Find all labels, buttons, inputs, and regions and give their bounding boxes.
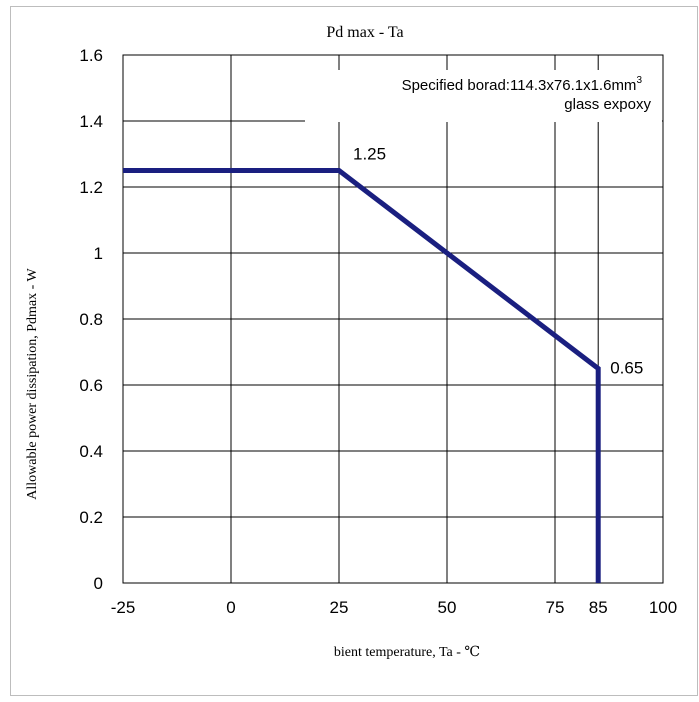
x-tick-label: 50 (438, 598, 457, 617)
y-axis-label: Allowable power dissipation, Pdmax - W (25, 267, 40, 499)
x-tick-label: -25 (111, 598, 136, 617)
y-tick-label: 0.4 (79, 442, 103, 461)
x-tick-label: 85 (589, 598, 608, 617)
x-tick-label: 75 (546, 598, 565, 617)
data-annotations: 1.25 0.65 (353, 145, 643, 378)
x-tick-label: 0 (226, 598, 235, 617)
y-tick-label: 1.2 (79, 178, 103, 197)
chart-title: Pd max - Ta (326, 24, 403, 41)
x-tick-labels: -25 0 25 50 75 85 100 (111, 598, 677, 617)
grid-lines (122, 54, 664, 584)
y-tick-label: 1.6 (79, 46, 103, 65)
board-note-line2: glass expoxy (564, 96, 651, 113)
board-note-line1: Specified borad:114.3x76.1x1.6mm3 (402, 75, 643, 94)
y-tick-label: 0 (94, 574, 103, 593)
board-note-background (305, 70, 662, 122)
board-note-superscript: 3 (636, 75, 642, 86)
data-label: 0.65 (610, 359, 643, 378)
x-tick-label: 25 (330, 598, 349, 617)
board-note-text: Specified borad:114.3x76.1x1.6mm (402, 77, 637, 94)
plot-area (122, 54, 664, 584)
x-tick-label: 100 (649, 598, 677, 617)
y-tick-label: 0.6 (79, 376, 103, 395)
y-tick-labels: 0 0.2 0.4 0.6 0.8 1 1.2 1.4 1.6 (79, 46, 103, 593)
y-tick-label: 0.8 (79, 310, 103, 329)
data-label: 1.25 (353, 145, 386, 164)
series-line (123, 168, 601, 583)
y-tick-label: 1 (94, 244, 103, 263)
y-tick-label: 1.4 (79, 112, 103, 131)
x-axis-label: bient temperature, Ta - ℃ (334, 645, 480, 660)
y-tick-label: 0.2 (79, 508, 103, 527)
